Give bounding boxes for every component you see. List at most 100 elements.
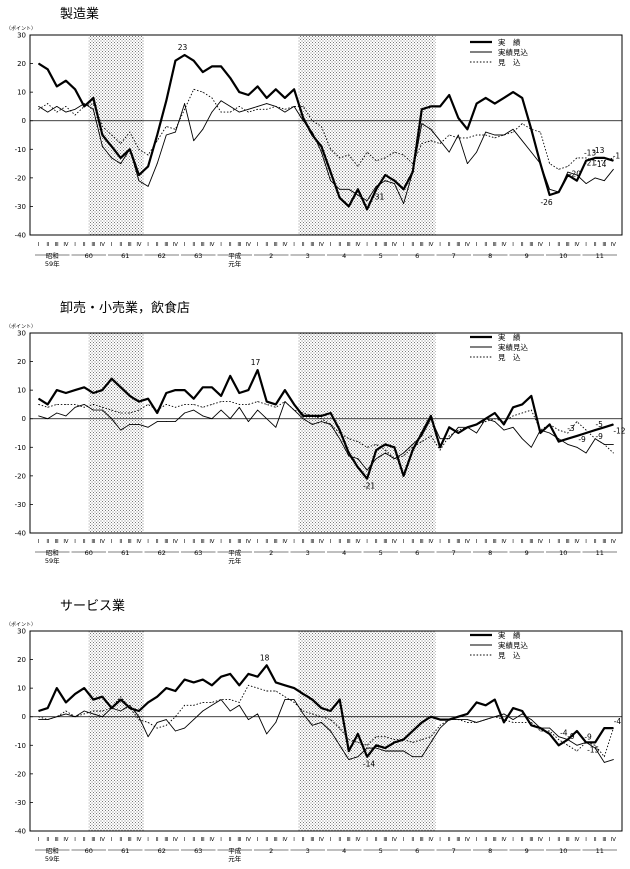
x-tick-label: Ⅲ — [347, 837, 351, 843]
data-point — [211, 404, 213, 405]
data-point — [613, 168, 614, 170]
data-point — [375, 458, 377, 460]
x-tick-label: Ⅰ — [38, 837, 40, 843]
data-point — [102, 406, 103, 408]
y-tick-label: -40 — [15, 828, 26, 836]
x-tick-label: Ⅰ — [403, 837, 405, 843]
data-point — [211, 66, 213, 67]
x-tick-label: Ⅳ — [209, 837, 215, 843]
data-point — [339, 699, 341, 700]
data-point — [512, 719, 514, 720]
data-point — [457, 134, 459, 136]
x-tick-label: Ⅳ — [63, 837, 69, 843]
data-point — [156, 134, 158, 136]
data-point — [193, 404, 195, 405]
data-point — [302, 412, 304, 414]
data-point — [220, 409, 222, 411]
data-point — [321, 418, 322, 420]
data-point — [311, 415, 313, 417]
data-point — [302, 713, 304, 715]
data-point — [558, 191, 560, 193]
data-point — [476, 151, 477, 153]
x-tick-label: Ⅰ — [512, 539, 514, 545]
data-point — [202, 91, 204, 93]
x-tick-label: Ⅱ — [46, 242, 49, 248]
y-tick-label: 20 — [17, 358, 26, 366]
data-point — [202, 679, 204, 680]
data-point — [175, 406, 176, 408]
data-point — [102, 710, 103, 712]
data-point — [92, 97, 94, 99]
data-point — [421, 123, 423, 124]
data-point — [175, 730, 176, 732]
x-tick-label: Ⅱ — [411, 242, 414, 248]
data-point — [330, 180, 331, 182]
data-point — [111, 707, 112, 709]
data-label: -20 — [569, 170, 581, 179]
year-label: 平成元年 — [228, 846, 242, 863]
data-point — [494, 418, 496, 420]
series-line — [38, 88, 614, 170]
data-point — [74, 406, 76, 408]
data-point — [83, 406, 85, 408]
year-label: 4 — [342, 252, 346, 260]
data-point — [220, 401, 222, 402]
data-point — [229, 699, 231, 700]
y-tick-label: 0 — [22, 415, 26, 423]
data-point — [403, 750, 404, 752]
data-point — [266, 690, 268, 692]
x-tick-label: Ⅲ — [383, 539, 387, 545]
data-point — [92, 409, 94, 411]
data-point — [603, 157, 605, 159]
x-tick-label: Ⅳ — [538, 242, 544, 248]
x-tick-label: Ⅳ — [136, 837, 142, 843]
data-point — [585, 452, 587, 454]
x-tick-label: Ⅳ — [392, 837, 398, 843]
x-tick-label: Ⅲ — [420, 242, 424, 248]
x-tick-label: Ⅱ — [119, 539, 122, 545]
data-point — [457, 117, 459, 119]
year-label: 9 — [525, 847, 529, 855]
x-tick-label: Ⅲ — [164, 837, 168, 843]
data-point — [494, 716, 496, 718]
data-point — [384, 452, 386, 454]
data-point — [457, 432, 459, 434]
data-point — [238, 684, 240, 686]
data-point — [266, 97, 268, 99]
x-tick-label: Ⅱ — [229, 242, 232, 248]
y-tick-label: -20 — [15, 174, 26, 182]
data-point — [65, 392, 67, 394]
x-tick-label: Ⅱ — [265, 837, 268, 843]
x-tick-label: Ⅲ — [91, 837, 95, 843]
data-point — [165, 687, 167, 689]
data-point — [512, 722, 514, 723]
x-tick-label: Ⅲ — [164, 539, 168, 545]
data-point — [184, 103, 185, 104]
y-tick-label: -30 — [15, 501, 26, 509]
data-point — [311, 424, 313, 425]
year-label: 9 — [525, 549, 529, 557]
data-point — [184, 704, 185, 706]
data-point — [92, 108, 94, 110]
data-point — [156, 722, 158, 723]
data-point — [521, 140, 523, 142]
x-tick-label: Ⅲ — [91, 539, 95, 545]
data-point — [120, 429, 122, 431]
data-point — [56, 687, 58, 689]
data-label: -26 — [540, 198, 552, 207]
data-point — [74, 389, 76, 391]
data-point — [220, 66, 222, 67]
data-point — [120, 696, 122, 698]
data-point — [467, 128, 468, 130]
data-point — [56, 111, 58, 113]
data-point — [293, 106, 295, 107]
data-point — [375, 449, 377, 451]
data-point — [357, 733, 359, 735]
data-point — [111, 134, 112, 136]
data-point — [92, 713, 94, 715]
year-label: 8 — [488, 549, 492, 557]
data-point — [165, 392, 167, 394]
data-point — [38, 719, 39, 720]
recession-band — [298, 333, 436, 533]
data-point — [540, 429, 541, 431]
